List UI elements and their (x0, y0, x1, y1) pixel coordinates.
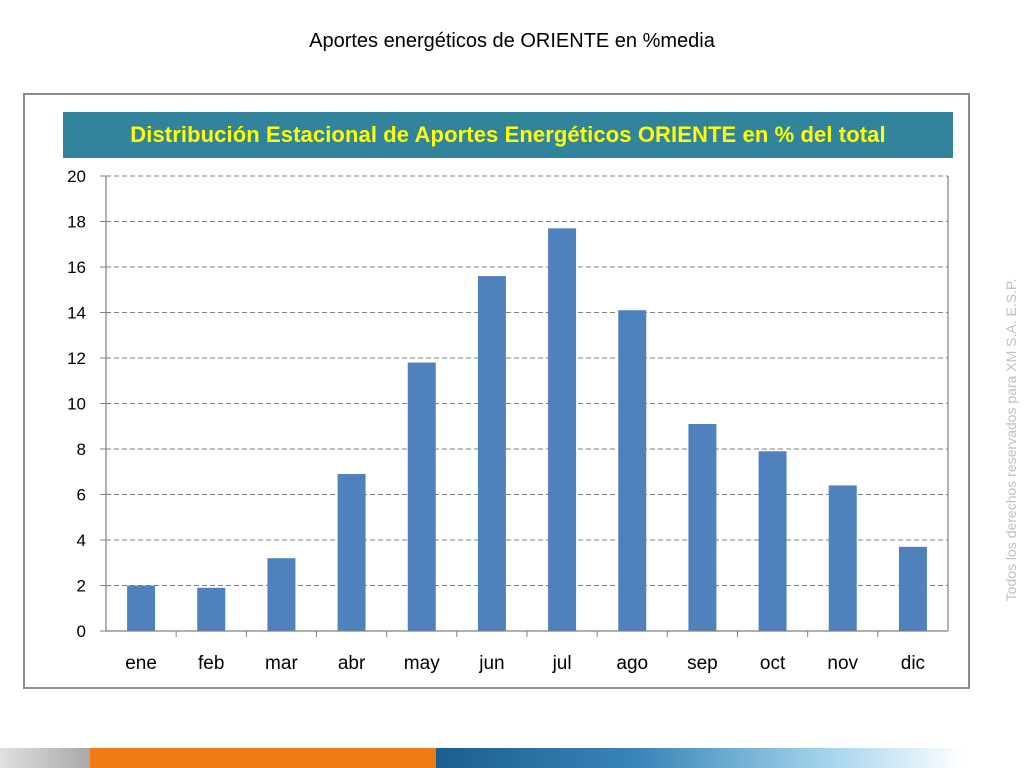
x-tick-label-nov: nov (827, 653, 858, 674)
bar-sep (688, 423, 717, 631)
bar-may (407, 362, 436, 631)
copyright-watermark: Todos los derechos reservados para XM S.… (1003, 278, 1019, 602)
footer-segment-blue (436, 748, 1024, 768)
y-tick-label: 4 (77, 531, 86, 550)
bar-feb (197, 587, 226, 631)
bar-oct (758, 451, 787, 631)
bars (127, 228, 927, 631)
x-tick-labels: ene feb mar abr may jun jul ago sep oct nov dic (125, 653, 925, 674)
x-tick-label-jun: jun (478, 653, 504, 674)
bar-dic (898, 546, 927, 631)
bar-abr (337, 474, 366, 631)
x-tick-label-dic: dic (901, 653, 925, 674)
y-tick-label: 10 (67, 395, 86, 414)
x-tick-label-abr: abr (338, 653, 366, 674)
footer-segment-gray (0, 748, 90, 768)
slide-title: Aportes energéticos de ORIENTE en %media (309, 30, 715, 52)
bar-ago (618, 310, 647, 631)
y-tick-label: 18 (67, 213, 86, 232)
x-tick-label-jul: jul (552, 653, 572, 674)
y-tick-label: 8 (77, 440, 86, 459)
x-tick-label-ago: ago (616, 653, 648, 674)
x-tick-label-feb: feb (198, 653, 224, 674)
footer-color-bar (0, 748, 1024, 768)
x-tick-label-may: may (404, 653, 440, 674)
bar-mar (267, 558, 296, 631)
y-tick-label: 6 (77, 486, 86, 505)
y-tick-label: 0 (77, 622, 86, 641)
bar-jun (477, 276, 506, 631)
y-tick-label: 16 (67, 258, 86, 277)
x-tick-label-mar: mar (265, 653, 298, 674)
footer-segment-orange (90, 748, 436, 768)
y-tick-label: 2 (77, 577, 86, 596)
x-tick-label-ene: ene (125, 653, 157, 674)
y-tick-label: 20 (67, 167, 86, 186)
gridlines (106, 175, 948, 586)
x-tick-label-sep: sep (687, 653, 718, 674)
bar-nov (828, 485, 857, 631)
bar-ene (127, 585, 156, 631)
y-tick-label: 12 (67, 349, 86, 368)
x-tick-label-oct: oct (760, 653, 786, 674)
chart-title: Distribución Estacional de Aportes Energ… (63, 112, 953, 158)
bar-jul (548, 228, 577, 631)
y-tick-label: 14 (67, 304, 86, 323)
y-tick-labels: 0 2 4 6 8 10 12 14 16 18 20 (67, 167, 86, 641)
axes (100, 175, 949, 637)
